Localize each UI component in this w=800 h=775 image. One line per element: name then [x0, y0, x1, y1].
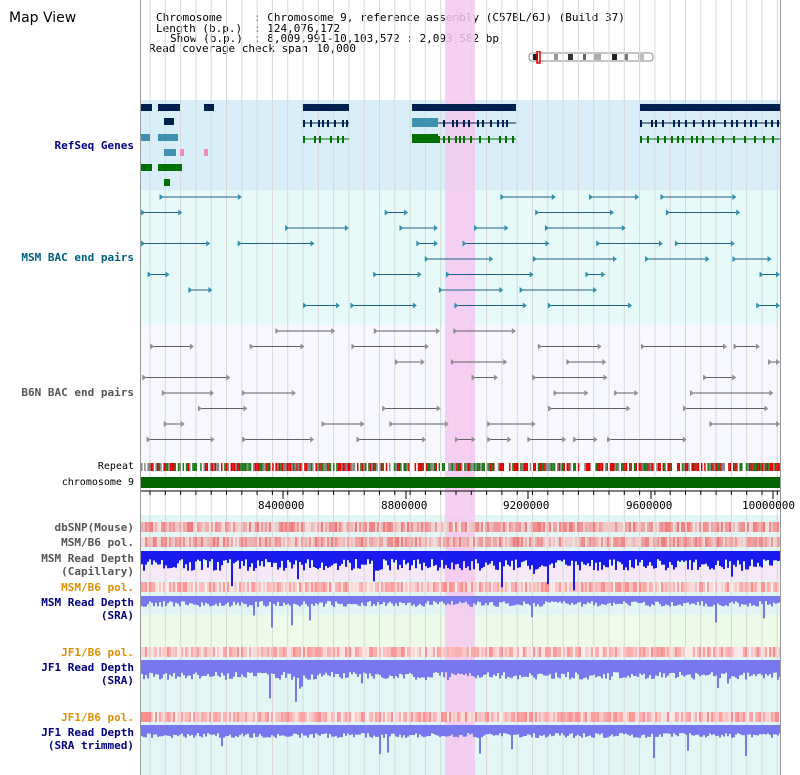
- label-jf1-depth-trimmed-1: JF1 Read Depth: [41, 726, 134, 739]
- b6n-bac-track[interactable]: [142, 328, 780, 443]
- refseq-gene: [640, 104, 780, 111]
- read-depth-tracks[interactable]: [141, 551, 781, 758]
- show-key: Show (b.p.): [170, 32, 243, 45]
- label-jf1-b6-pol-2: JF1/B6 pol.: [61, 711, 134, 724]
- label-msm-depth-capillary-1: MSM Read Depth: [41, 552, 134, 565]
- refseq-gene: [412, 104, 516, 111]
- label-jf1-depth-sra-2: (SRA): [100, 674, 134, 687]
- refseq-gene: [140, 104, 152, 111]
- label-jf1-b6-pol-1: JF1/B6 pol.: [61, 646, 134, 659]
- axis-tick-5: 10000000: [742, 499, 795, 512]
- refseq-genes-track[interactable]: [140, 104, 780, 186]
- chromosome-ideogram[interactable]: [528, 51, 656, 65]
- label-refseq-genes: RefSeq Genes: [54, 139, 134, 152]
- repeat-track[interactable]: [141, 463, 781, 471]
- label-msm-depth-capillary-2: (Capillary): [61, 565, 134, 578]
- length-key: Length (b.p.): [156, 22, 243, 35]
- axis-tick-1: 8400000: [258, 499, 305, 512]
- page-title: Map View: [9, 10, 77, 26]
- label-repeat: Repeat: [97, 461, 134, 472]
- msm-bac-track[interactable]: [141, 194, 780, 309]
- label-msm-depth-sra-2: (SRA): [100, 609, 134, 622]
- refseq-gene: [204, 104, 214, 111]
- refseq-gene: [158, 104, 180, 111]
- label-b6n-bac: B6N BAC end pairs: [21, 386, 134, 399]
- refseq-gene: [303, 104, 349, 111]
- position-axis: [140, 490, 780, 499]
- grid-lines: [149, 0, 778, 775]
- label-msm-depth-sra-1: MSM Read Depth: [41, 596, 134, 609]
- coverage-value: : 10,000: [303, 42, 356, 55]
- label-jf1-depth-trimmed-2: (SRA trimmed): [47, 739, 134, 752]
- label-dbsnp: dbSNP(Mouse): [54, 521, 134, 534]
- coverage-key: Read coverage check span: [149, 42, 308, 55]
- axis-tick-2: 8800000: [381, 499, 428, 512]
- chromosome-key: Chromosome: [156, 11, 223, 24]
- label-jf1-depth-sra-1: JF1 Read Depth: [41, 661, 134, 674]
- label-msm-b6-pol-2: MSM/B6 pol.: [61, 581, 134, 594]
- axis-tick-4: 9600000: [626, 499, 673, 512]
- chromosome-bar[interactable]: [140, 477, 780, 488]
- label-msm-b6-pol-1: MSM/B6 pol.: [61, 536, 134, 549]
- label-chromosome: chromosome 9: [61, 477, 134, 488]
- label-msm-bac: MSM BAC end pairs: [21, 251, 134, 264]
- highlight-region[interactable]: [445, 0, 475, 775]
- polymorphism-heat-tracks[interactable]: [141, 522, 781, 722]
- axis-tick-3: 9200000: [503, 499, 550, 512]
